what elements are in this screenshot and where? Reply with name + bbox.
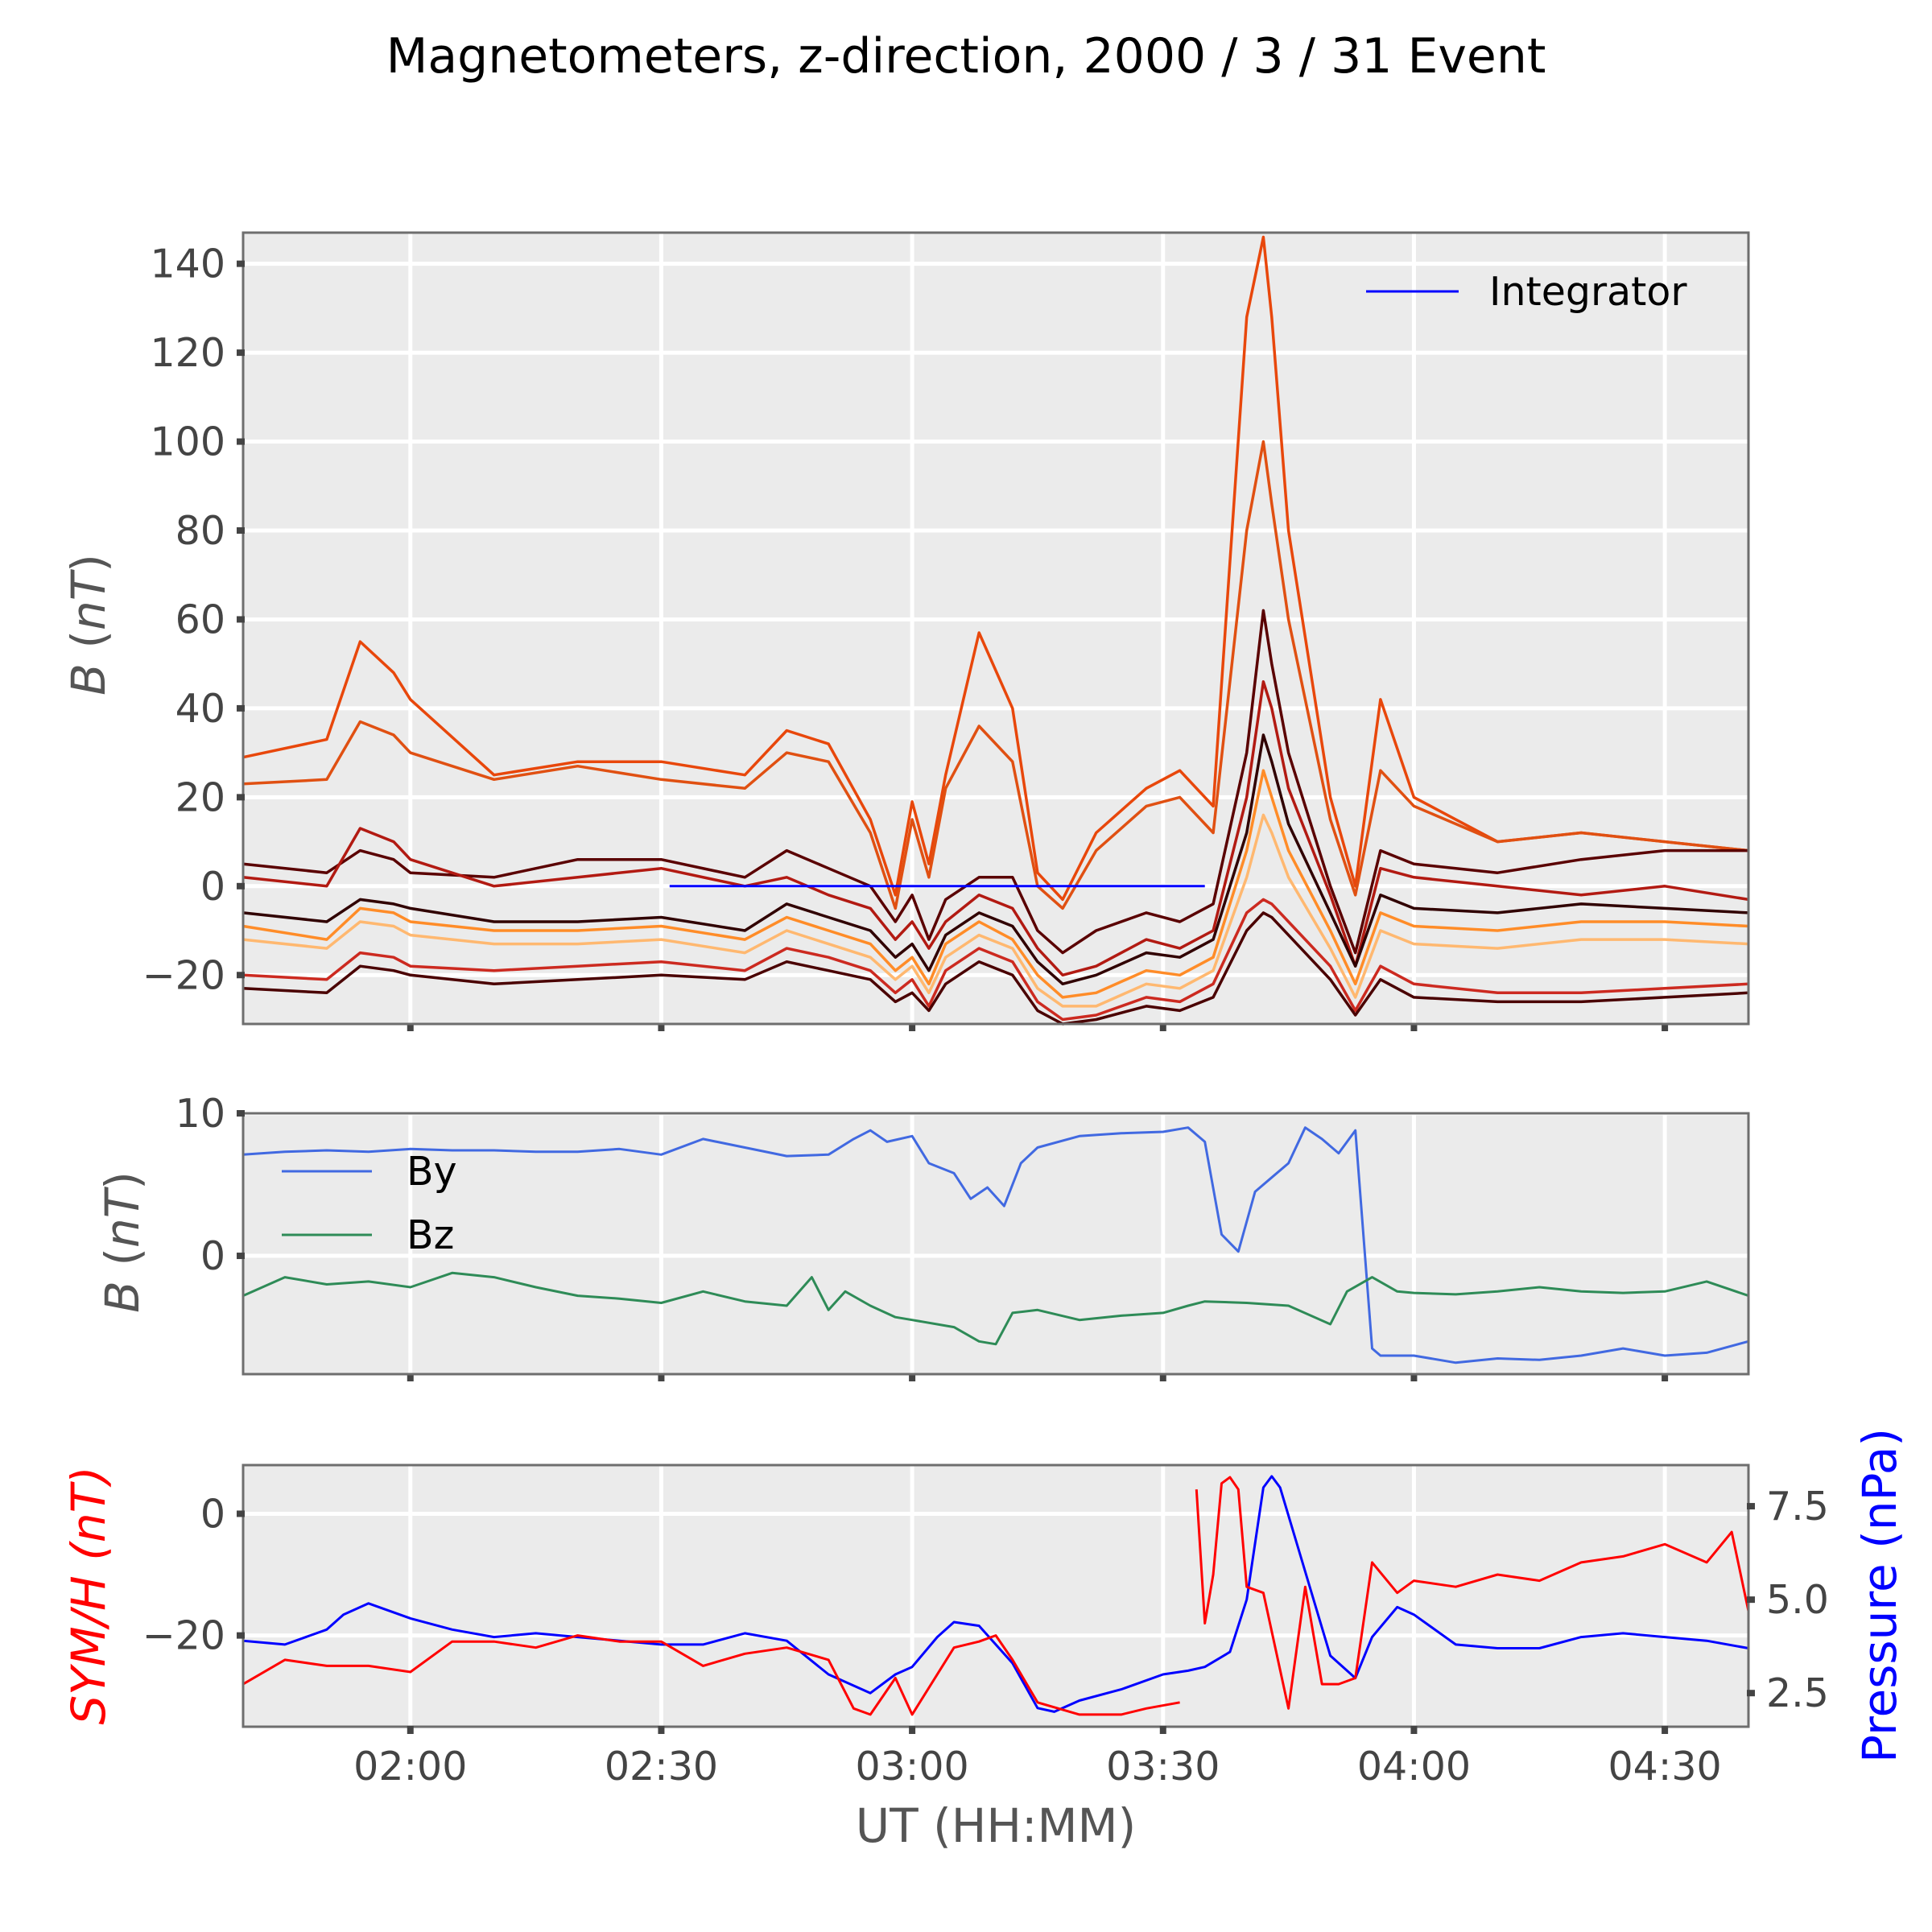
magnetometer-legend: Integrator [1366,269,1687,315]
pressure-line [242,1475,1749,1713]
y-tick-label: 100 [150,419,225,465]
y-tick-label: 120 [150,330,225,376]
pressure-yticks: 2.5 5.0 7.5 [1747,1484,1829,1716]
x-tick-label: 03:00 [856,1744,969,1790]
magnetometer-station-line [242,609,1748,955]
magnetometer-station-line [242,733,1749,986]
y-tick-label: −20 [142,952,225,998]
index-panel: −20 0 2.5 5.0 7.5 02:00 02:30 03:00 03:30 04:00… [61,1428,1907,1853]
bz-line [242,1271,1749,1346]
y-tick-label: 0 [200,1491,225,1537]
integrator-legend-label: Integrator [1489,269,1687,315]
y-tick-label: −20 [142,1613,225,1659]
y-tick-label: 0 [200,864,225,910]
imf-legend: By Bz [282,1149,457,1258]
magnetometer-plot-area [243,233,1748,1024]
magnetometer-panel: −20 0 20 40 60 80 100 120 140 B (nT) Integrator [61,231,1750,1031]
magnetometer-station-line [242,235,1749,902]
x-tick-label: 04:00 [1357,1744,1471,1790]
magnetometer-station-line [242,769,1749,999]
index-plot-area [243,1465,1748,1727]
magnetometer-station-line [242,680,1749,977]
by-line [242,1126,1749,1364]
symh-line [242,1634,1180,1716]
magnetometer-ylabel: B (nT) [61,554,116,696]
x-tick-label: 03:30 [1106,1744,1220,1790]
y2-tick-label: 2.5 [1766,1670,1829,1716]
y2-tick-label: 5.0 [1766,1577,1829,1623]
imf-panel: 0 10 B (nT) By Bz [95,1091,1750,1381]
y-tick-label: 20 [175,774,225,820]
magnetometer-frame [242,231,1750,1026]
imf-yticks: 0 10 [175,1091,245,1279]
time-xticks: 02:00 02:30 03:00 03:30 04:00 04:30 [353,1726,1722,1790]
y-tick-label: 10 [175,1091,225,1137]
imf-frame [242,1112,1750,1376]
magnetometer-station-line [242,911,1749,1026]
by-legend-label: By [407,1149,457,1195]
symh-ylabel: SYM/H (nT) [61,1466,116,1724]
magnetometer-station-line [242,898,1749,1022]
magnetometer-station-line [242,440,1749,910]
y-tick-label: 0 [200,1233,225,1279]
y-tick-label: 140 [150,242,225,287]
x-tick-label: 04:30 [1608,1744,1722,1790]
symh-line [1195,1476,1750,1710]
y2-tick-label: 7.5 [1766,1484,1829,1530]
index-lines [242,1475,1750,1716]
y-tick-label: 80 [175,508,225,554]
x-tick-label: 02:00 [353,1744,467,1790]
y-tick-label: 60 [175,597,225,642]
magnetometer-yticks: −20 0 20 40 60 80 100 120 140 [142,242,245,998]
imf-lines [242,1126,1749,1364]
x-tick-label: 02:30 [605,1744,718,1790]
imf-ylabel: B (nT) [95,1171,150,1313]
magnetometer-station-line [242,813,1749,1008]
bz-legend-label: Bz [407,1212,454,1258]
y-tick-label: 40 [175,686,225,732]
figure-title: Magnetometers, z-direction, 2000 / 3 / 3… [386,28,1546,85]
index-yticks: −20 0 [142,1491,245,1659]
magnetometer-lines [242,235,1749,1026]
pressure-ylabel: Pressure (nPa) [1852,1428,1907,1763]
imf-plot-area [243,1113,1748,1374]
index-frame [242,1463,1750,1728]
x-axis-label: UT (HH:MM) [856,1798,1136,1853]
